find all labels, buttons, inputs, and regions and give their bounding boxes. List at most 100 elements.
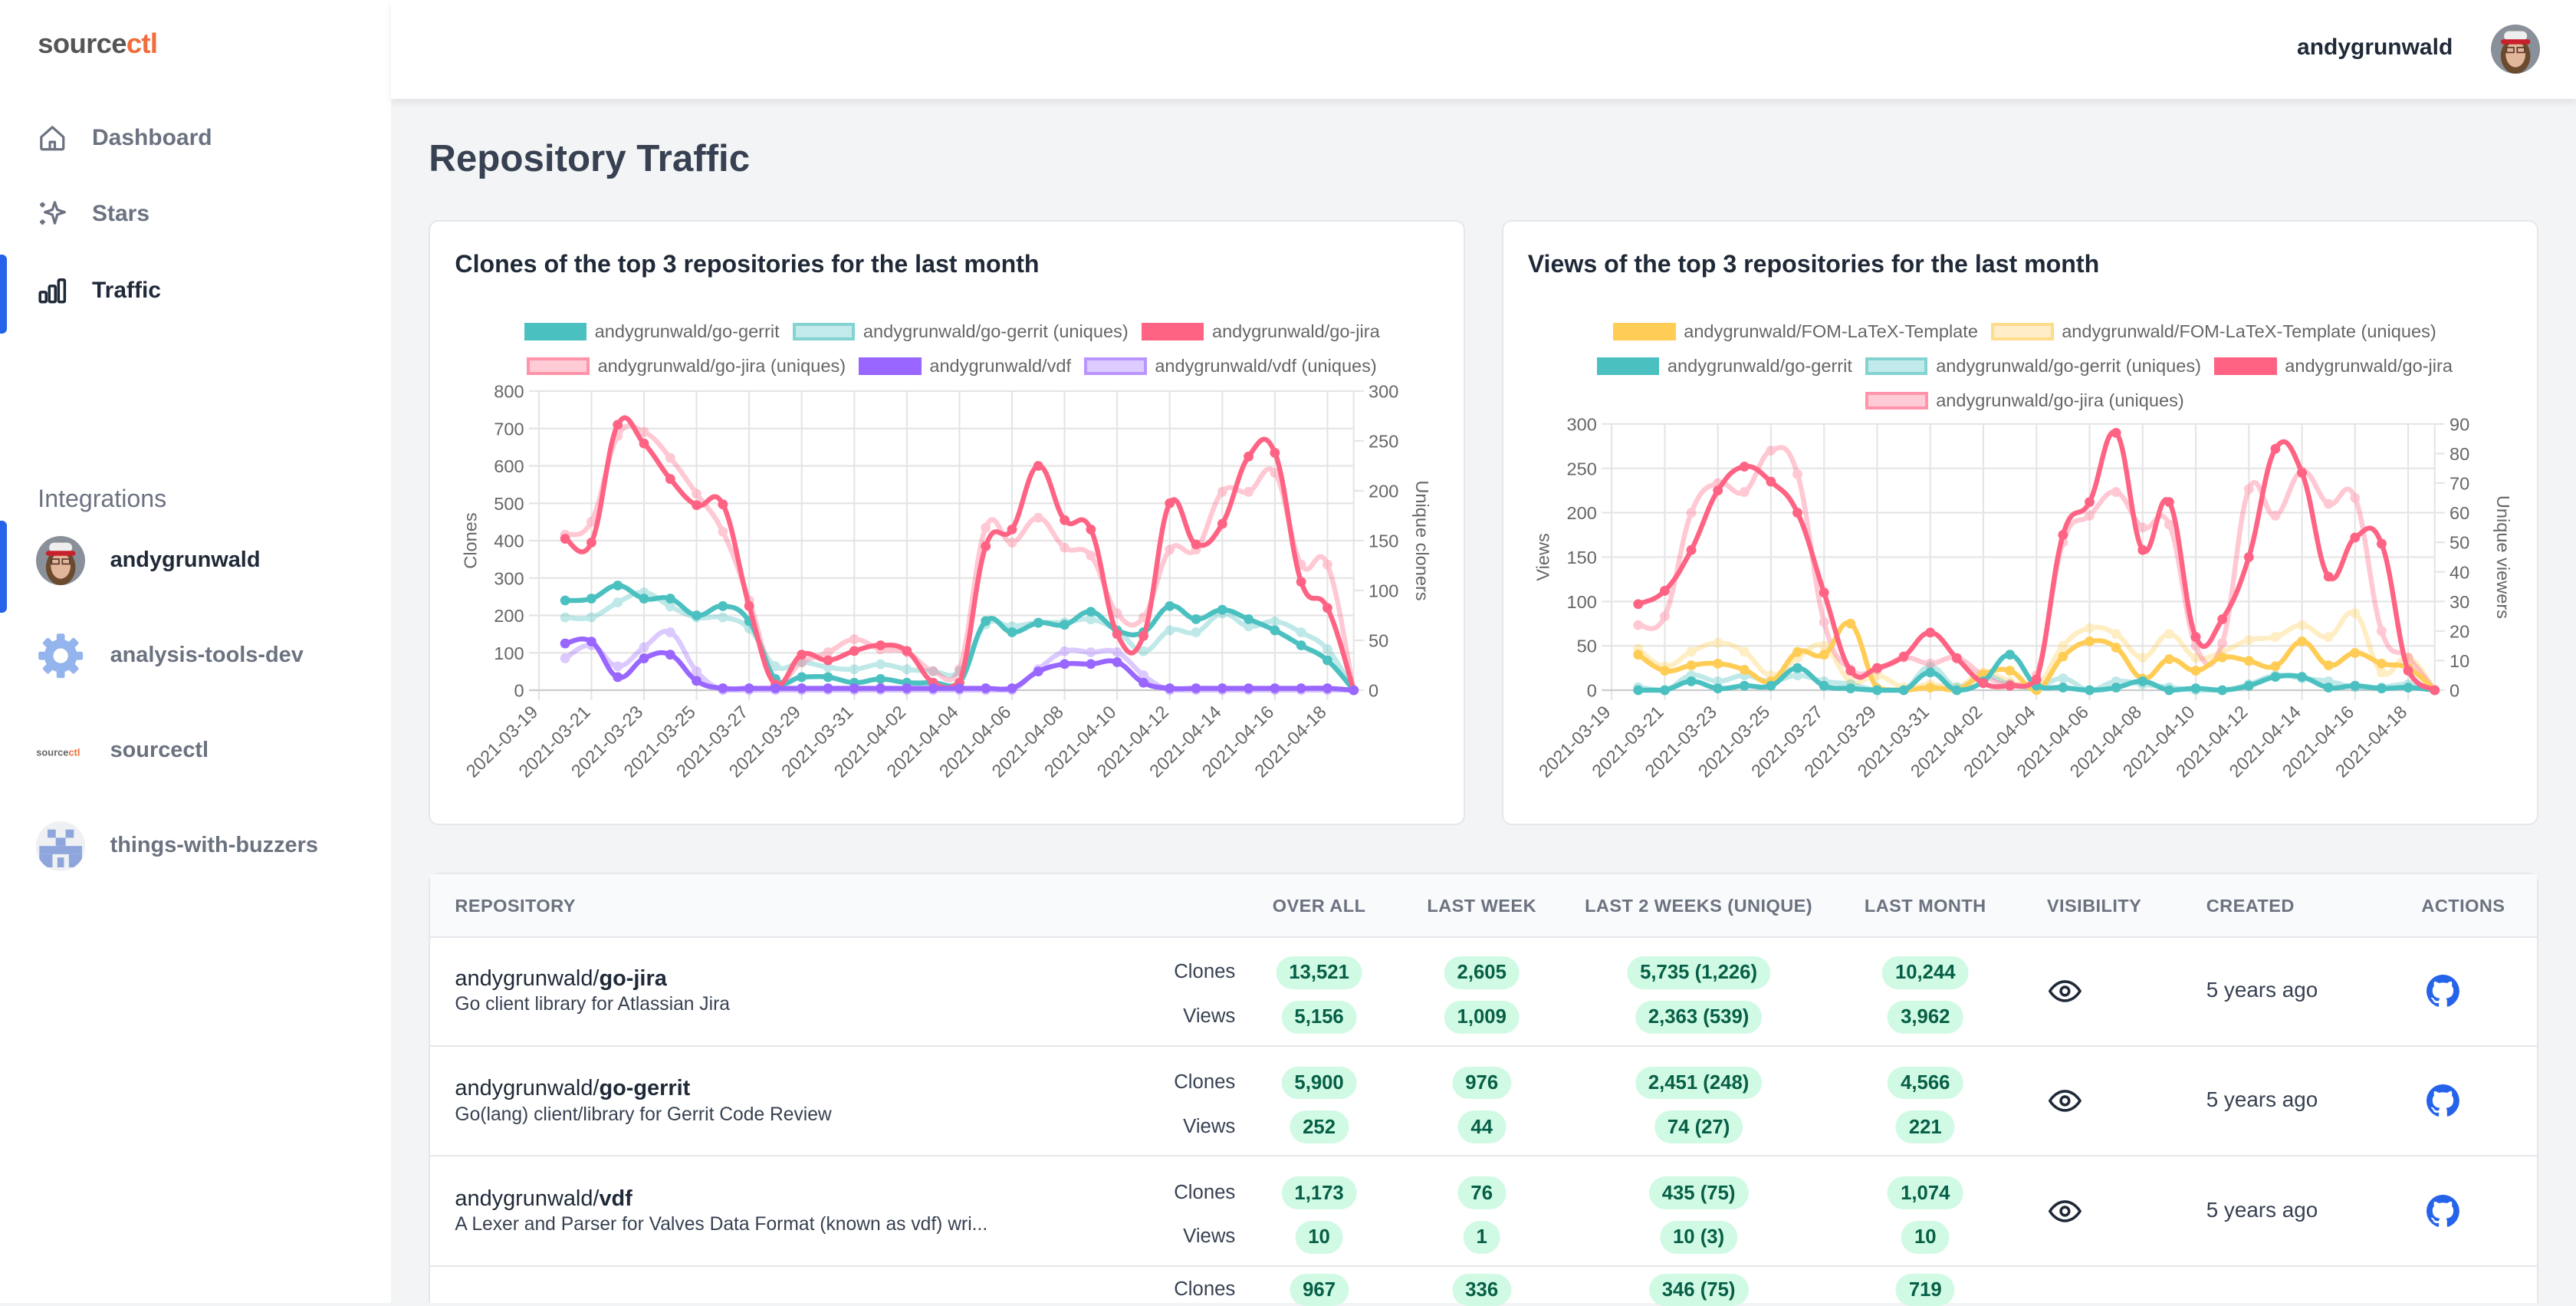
clones-count-badge: 4,566 [1887, 1066, 1963, 1100]
sourcectl-logo: sourcectl [33, 726, 89, 775]
sparkles-icon [40, 201, 67, 225]
column-header-visibility[interactable]: VISIBILITY [2046, 895, 2142, 916]
legend-item[interactable]: andygrunwald/vdf [859, 351, 1071, 381]
repo-name: go-gerrit [599, 1076, 691, 1101]
legend-label: andygrunwald/FOM-LaTeX-Template (uniques… [2062, 321, 2436, 342]
integration-things-with-buzzers[interactable]: things-with-buzzers [0, 805, 391, 887]
bar-chart-icon [38, 278, 67, 304]
active-integration-indicator [0, 521, 7, 614]
sidebar-item-stars[interactable]: Stars [0, 176, 391, 252]
repo-name-link[interactable]: andygrunwald/go-gerrit [455, 1076, 690, 1101]
github-icon[interactable] [2426, 1194, 2459, 1228]
legend-item[interactable]: andygrunwald/go-jira (uniques) [527, 351, 846, 381]
legend-label: andygrunwald/vdf [929, 356, 1072, 377]
top-bar: andygrunwald [390, 0, 2576, 99]
active-indicator [0, 255, 7, 334]
app-logo[interactable]: sourcectl [38, 28, 158, 60]
legend-label: andygrunwald/go-jira (uniques) [597, 356, 846, 377]
views-count-badge: 10 [1295, 1220, 1343, 1254]
views-label: Views [1183, 1225, 1236, 1248]
legend-swatch [1865, 391, 1928, 410]
legend-item[interactable]: andygrunwald/go-jira [1141, 317, 1380, 347]
clones-count-badge: 2,451 (248) [1635, 1066, 1763, 1100]
views-count-badge: 1 [1463, 1220, 1500, 1254]
legend-item[interactable]: andygrunwald/FOM-LaTeX-Template [1613, 317, 1978, 347]
integration-label: sourcectl [110, 738, 209, 763]
user-avatar[interactable] [2490, 25, 2540, 74]
views-count-badge: 221 [1895, 1110, 1955, 1144]
clones-count-badge: 976 [1452, 1066, 1512, 1100]
legend-swatch [1865, 357, 1928, 376]
column-header-created[interactable]: CREATED [2206, 895, 2295, 916]
views-count-badge: 44 [1457, 1110, 1506, 1144]
legend-swatch [527, 357, 590, 376]
column-header-last-2-weeks[interactable]: LAST 2 WEEKS (UNIQUE) [1585, 895, 1813, 916]
views-count-badge: 5,156 [1281, 1000, 1357, 1034]
views-label: Views [1183, 1115, 1236, 1137]
legend-item[interactable]: andygrunwald/go-gerrit (uniques) [792, 317, 1129, 347]
legend-item[interactable]: andygrunwald/go-gerrit (uniques) [1865, 351, 2201, 381]
github-icon[interactable] [2426, 1084, 2459, 1117]
integration-sourcectl[interactable]: sourcectl sourcectl [0, 710, 391, 792]
clones-count-badge: 5,900 [1281, 1066, 1357, 1100]
integration-label: andygrunwald [110, 547, 261, 572]
clones-count-badge: 336 [1452, 1273, 1512, 1306]
eye-icon [2048, 1090, 2082, 1112]
repo-description: A Lexer and Parser for Valves Data Forma… [455, 1214, 988, 1235]
legend-swatch [1141, 322, 1204, 341]
integration-label: things-with-buzzers [110, 833, 318, 858]
column-header-repository[interactable]: REPOSITORY [455, 895, 576, 916]
sidebar-item-label: Stars [91, 200, 150, 226]
sidebar-item-label: Traffic [91, 278, 161, 304]
home-icon [40, 125, 65, 151]
clones-label: Clones [1174, 961, 1236, 983]
repo-name-link[interactable]: andygrunwald/go-jira [455, 966, 666, 992]
username[interactable]: andygrunwald [2297, 34, 2453, 60]
legend-label: andygrunwald/go-gerrit (uniques) [1936, 356, 2201, 377]
page-title: Repository Traffic [429, 137, 751, 179]
chart-legend: andygrunwald/FOM-LaTeX-Template andygrunw… [1561, 317, 2489, 416]
views-count-badge: 1,009 [1444, 1000, 1520, 1034]
chart-legend: andygrunwald/go-gerrit andygrunwald/go-ge… [496, 317, 1408, 381]
table-header: REPOSITORY OVER ALL LAST WEEK LAST 2 WEE… [430, 873, 2537, 939]
repository-table: REPOSITORY OVER ALL LAST WEEK LAST 2 WEE… [429, 872, 2538, 1306]
legend-swatch [1084, 357, 1147, 376]
integration-andygrunwald[interactable]: andygrunwald [0, 519, 391, 601]
clones-count-badge: 967 [1289, 1273, 1349, 1306]
legend-item[interactable]: andygrunwald/vdf (uniques) [1084, 351, 1377, 381]
sidebar-item-traffic[interactable]: Traffic [0, 253, 391, 329]
legend-swatch [2214, 357, 2277, 376]
logo-text: source [38, 28, 127, 60]
sidebar: sourcectl Dashboard Stars Traffic Integr… [0, 0, 391, 1304]
legend-label: andygrunwald/go-jira (uniques) [1936, 390, 2184, 411]
repo-owner: andygrunwald/ [455, 1076, 600, 1101]
views-count-badge: 10 [1901, 1220, 1950, 1254]
legend-item[interactable]: andygrunwald/go-gerrit [1596, 351, 1852, 381]
column-header-last-week[interactable]: LAST WEEK [1427, 895, 1537, 916]
legend-item[interactable]: andygrunwald/go-jira (uniques) [1865, 386, 2184, 416]
table-row: andygrunwald/vdf A Lexer and Parser for V… [430, 1156, 2537, 1267]
views-count-badge: 74 (27) [1654, 1110, 1743, 1144]
eye-icon [2048, 1199, 2082, 1222]
legend-label: andygrunwald/vdf (uniques) [1155, 356, 1377, 377]
legend-item[interactable]: andygrunwald/go-jira [2214, 351, 2453, 381]
repo-name-link[interactable]: andygrunwald/vdf [455, 1186, 632, 1212]
clones-count-badge: 1,074 [1887, 1176, 1963, 1209]
sidebar-item-dashboard[interactable]: Dashboard [0, 100, 391, 176]
legend-item[interactable]: andygrunwald/go-gerrit [524, 317, 780, 347]
legend-item[interactable]: andygrunwald/FOM-LaTeX-Template (uniques… [1991, 317, 2436, 347]
sidebar-item-label: Dashboard [91, 124, 212, 150]
github-icon[interactable] [2426, 974, 2459, 1008]
column-header-last-month[interactable]: LAST MONTH [1864, 895, 1986, 916]
svg-text:sourcectl: sourcectl [36, 747, 80, 758]
gear-icon [36, 631, 85, 680]
table-row: Clones 967 336 346 (75) 719 [430, 1267, 2536, 1306]
column-header-over-all[interactable]: OVER ALL [1272, 895, 1366, 916]
repo-name: go-jira [599, 966, 667, 991]
views-count-badge: 3,962 [1887, 1000, 1963, 1034]
clones-count-badge: 2,605 [1444, 956, 1520, 989]
integration-analysis-tools-dev[interactable]: analysis-tools-dev [0, 614, 391, 696]
repo-description: Go client library for Atlassian Jira [455, 994, 730, 1015]
created-date: 5 years ago [2206, 977, 2318, 1002]
legend-label: andygrunwald/go-gerrit [1667, 356, 1852, 377]
